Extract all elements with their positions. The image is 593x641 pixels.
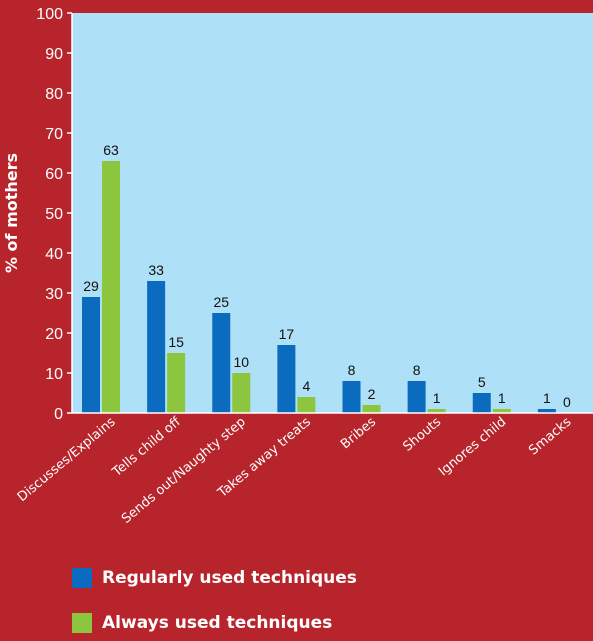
legend-item-always: Always used techniques bbox=[72, 613, 332, 633]
bar-regular bbox=[342, 381, 361, 413]
data-label-regular: 8 bbox=[348, 362, 356, 378]
bar-always bbox=[297, 397, 316, 413]
x-tick-label: Bribes bbox=[338, 414, 379, 452]
data-label-always: 10 bbox=[233, 354, 249, 370]
y-tick-label: 20 bbox=[45, 326, 63, 343]
data-label-regular: 29 bbox=[83, 278, 99, 294]
y-tick-label: 50 bbox=[45, 206, 63, 223]
data-label-always: 0 bbox=[563, 394, 571, 410]
legend-label-regular: Regularly used techniques bbox=[102, 568, 357, 588]
x-tick-label: Discusses/Explains bbox=[15, 414, 119, 505]
bar-regular bbox=[537, 409, 556, 413]
bar-regular bbox=[277, 345, 296, 413]
y-tick-label: 80 bbox=[45, 86, 63, 103]
y-tick-label: 90 bbox=[45, 46, 63, 63]
y-tick-label: 30 bbox=[45, 286, 63, 303]
bar-regular bbox=[82, 297, 100, 413]
legend-item-regular: Regularly used techniques bbox=[72, 568, 357, 588]
data-label-always: 1 bbox=[498, 390, 506, 406]
legend-label-always: Always used techniques bbox=[102, 613, 333, 633]
bar-always bbox=[362, 405, 381, 413]
bar-always bbox=[232, 373, 251, 413]
bar-regular bbox=[147, 281, 166, 413]
y-tick-label: 0 bbox=[54, 406, 63, 423]
data-label-always: 15 bbox=[168, 334, 184, 350]
y-tick-label: 100 bbox=[36, 6, 63, 23]
data-label-always: 4 bbox=[302, 378, 310, 394]
bar-always bbox=[167, 353, 186, 413]
y-axis-label: % of mothers bbox=[2, 153, 21, 273]
x-tick-label: Sends out/Naughty step bbox=[119, 415, 249, 527]
y-tick-label: 60 bbox=[45, 166, 63, 183]
y-tick-label: 70 bbox=[45, 126, 63, 143]
data-label-regular: 5 bbox=[478, 374, 486, 390]
data-label-regular: 17 bbox=[279, 326, 295, 342]
data-label-always: 1 bbox=[433, 390, 441, 406]
x-tick-label: Ignores child bbox=[436, 415, 509, 480]
bar-always bbox=[492, 409, 511, 413]
legend-swatch-regular bbox=[72, 568, 92, 588]
bar-always bbox=[102, 161, 120, 413]
bar-regular bbox=[407, 381, 426, 413]
bar-regular bbox=[212, 313, 231, 413]
data-label-always: 63 bbox=[103, 142, 119, 158]
data-label-regular: 8 bbox=[413, 362, 421, 378]
legend-swatch-always bbox=[72, 613, 92, 633]
data-label-regular: 1 bbox=[543, 390, 551, 406]
bar-regular bbox=[472, 393, 491, 413]
data-label-regular: 33 bbox=[148, 262, 164, 278]
bar-always bbox=[427, 409, 446, 413]
x-tick-label: Smacks bbox=[526, 414, 574, 458]
y-tick-label: 40 bbox=[45, 246, 63, 263]
data-label-regular: 25 bbox=[213, 294, 229, 310]
x-tick-label: Shouts bbox=[400, 414, 444, 454]
y-tick-label: 10 bbox=[45, 366, 63, 383]
data-label-always: 2 bbox=[368, 386, 376, 402]
